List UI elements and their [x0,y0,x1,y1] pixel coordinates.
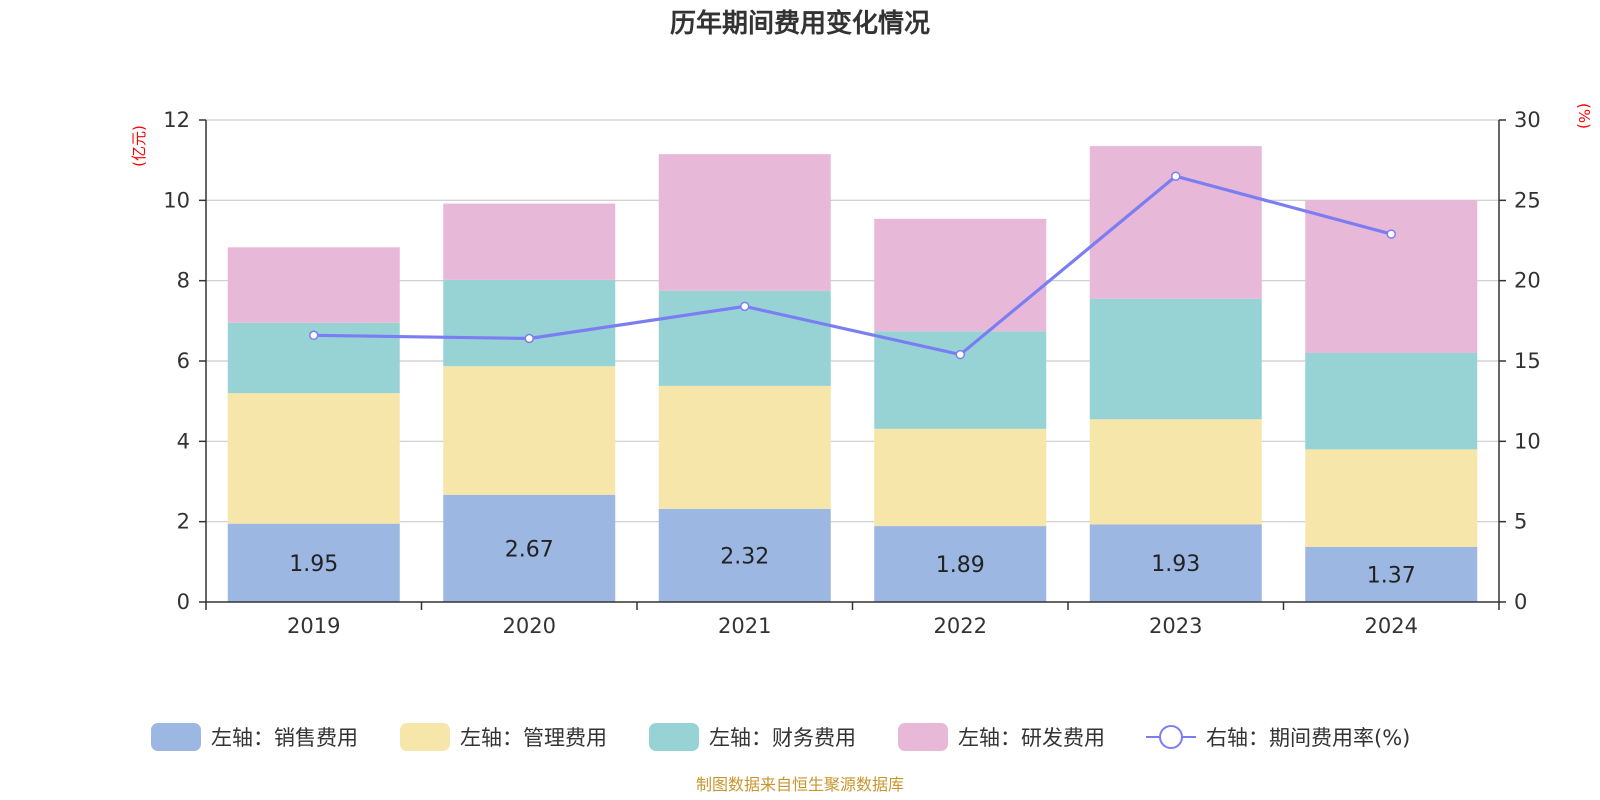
grid-lines [206,119,1499,523]
left-tick-label: 0 [177,590,190,614]
left-tick-label: 2 [177,510,190,534]
legend-marker [1159,725,1183,749]
bar-value-label: 1.95 [289,552,338,577]
x-tick-label: 2022 [934,614,987,638]
rate-point [740,301,750,312]
rate-point [1386,229,1396,239]
bar-admin [1305,449,1478,547]
bar-rd [1305,200,1478,353]
rate-point [955,349,965,360]
legend-swatch-admin [400,723,450,751]
bar-finance [443,279,616,367]
rate-point [309,330,319,341]
bar-rd [658,154,831,291]
legend-label: 左轴：研发费用 [958,726,1105,750]
bar-sales [227,523,400,602]
right-tick-label: 0 [1514,590,1527,614]
left-tick-label: 6 [177,349,190,373]
legend-swatch-sales [151,723,201,751]
left-tick-label: 8 [177,269,190,293]
x-tick-label: 2019 [287,614,340,638]
left-tick-label: 4 [177,429,190,453]
right-axis-unit: (%) [1575,103,1593,129]
bar-rd [227,247,400,323]
rate-line [313,174,1392,357]
bar-rd [874,218,1047,332]
rate-line-group [309,171,1396,360]
bar-admin [443,366,616,495]
legend-swatch-finance [649,723,699,751]
rate-point [1171,171,1181,181]
right-tick-label: 15 [1514,349,1541,373]
bar-sales [443,494,616,602]
bar-value-label: 2.32 [720,544,769,569]
left-tick-label: 10 [163,188,190,212]
legend-label: 左轴：销售费用 [211,726,358,750]
bar-rd [443,203,616,280]
bar-value-label: 1.93 [1151,552,1200,577]
x-tick-label: 2024 [1365,614,1418,638]
bar-value-label: 1.89 [936,553,985,578]
legend-label: 左轴：财务费用 [709,726,856,750]
right-tick-label: 25 [1514,188,1541,212]
bar-admin [874,428,1047,527]
chart-title: 历年期间费用变化情况 [670,8,930,39]
legend-swatch-rd [898,723,948,751]
right-tick-label: 30 [1514,108,1541,132]
bar-admin [227,393,400,524]
rate-point [524,333,534,344]
bar-sales [1089,524,1262,602]
bar-sales [658,508,831,602]
bar-admin [1089,419,1262,525]
legend-label: 右轴：期间费用率(%) [1206,726,1410,750]
bar-finance [874,331,1047,429]
x-tick-label: 2020 [503,614,556,638]
left-tick-label: 12 [163,108,190,132]
right-tick-label: 5 [1514,510,1527,534]
left-axis-unit: (亿元) [130,125,148,167]
right-tick-label: 10 [1514,429,1541,453]
legend-label: 左轴：管理费用 [460,726,607,750]
bar-labels-group: 1.95 2.67 2.32 1.89 1.93 1.37 [289,537,1415,588]
x-tick-label: 2023 [1149,614,1202,638]
bar-value-label: 2.67 [505,537,554,562]
legend: 左轴：销售费用 左轴：管理费用 左轴：财务费用 左轴：研发费用 右轴：期间费用率(%) [151,723,1410,751]
source-note: 制图数据来自恒生聚源数据库 [696,775,904,794]
bar-sales [874,526,1047,602]
bars-group [227,146,1478,602]
bar-value-label: 1.37 [1367,563,1416,588]
bar-finance [1305,352,1478,450]
x-tick-label: 2021 [718,614,771,638]
right-tick-label: 20 [1514,269,1541,293]
bar-finance [1089,298,1262,420]
bar-rd [1089,146,1262,299]
bar-sales [1305,546,1478,602]
bar-admin [658,385,831,509]
